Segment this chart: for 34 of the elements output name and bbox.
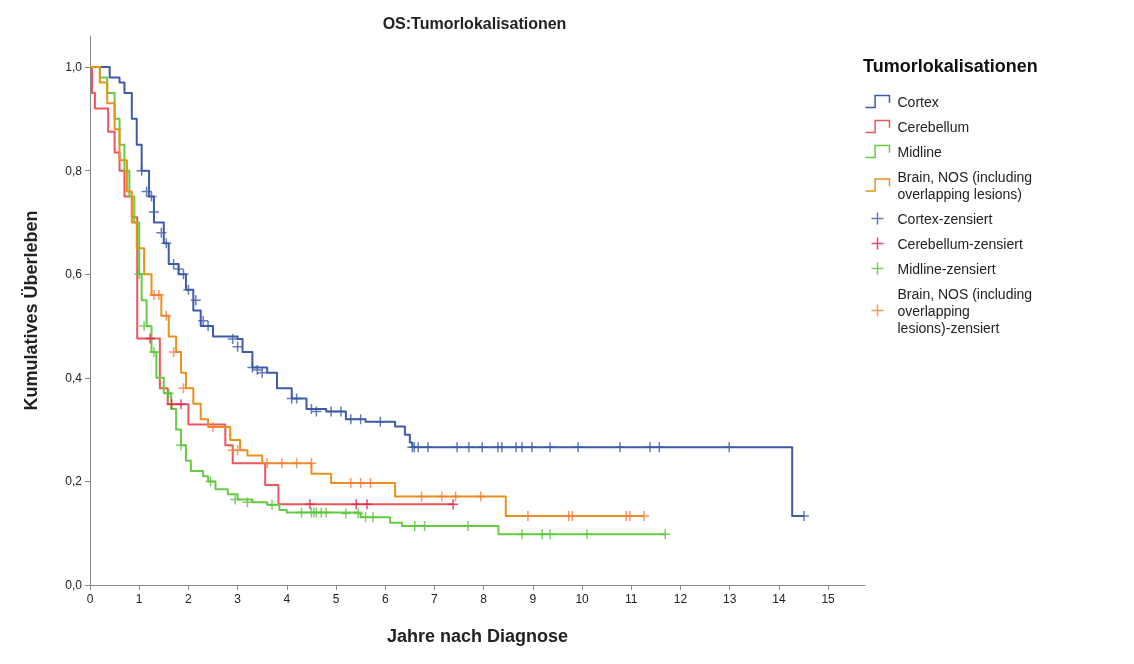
x-tick-label: 4 (283, 592, 291, 606)
chart-title: OS:Tumorlokalisationen (382, 14, 567, 32)
x-tick-label: 3 (234, 592, 242, 606)
y-axis-title: Kumulatives Überleben (21, 210, 41, 411)
x-axis-title: Jahre nach Diagnose (386, 626, 569, 646)
legend-label: Midline (897, 143, 943, 160)
y-tick-label: 0,4 (65, 370, 83, 385)
x-tick-label: 11 (625, 592, 638, 606)
y-tick-label: 1,0 (65, 60, 83, 75)
legend-label: Brain, NOS (including overlapping lesions)-zensiert (897, 285, 1037, 336)
x-tick-label: 12 (673, 592, 688, 606)
x-tick-label: 13 (723, 592, 737, 606)
x-tick-label: 8 (480, 592, 488, 606)
x-tick-label: 14 (772, 592, 786, 606)
y-tick-label: 0,6 (65, 267, 83, 282)
legend-label: Cerebellum (897, 118, 970, 135)
legend-label: Cortex (897, 93, 939, 110)
x-tick-label: 6 (381, 592, 389, 606)
legend-title: Tumorlokalisationen (863, 56, 1038, 76)
legend-label: Midline-zensiert (897, 260, 996, 277)
legend-label: Brain, NOS (including overlapping lesions) (897, 168, 1037, 202)
y-tick-label: 0,0 (65, 578, 83, 592)
y-tick-label: 0,2 (65, 474, 83, 489)
x-tick-label: 2 (185, 592, 193, 606)
x-tick-label: 5 (332, 592, 340, 606)
x-tick-label: 10 (575, 592, 590, 606)
x-tick-label: 0 (86, 592, 94, 606)
x-tick-label: 1 (135, 592, 143, 606)
x-tick-label: 7 (431, 592, 439, 606)
x-tick-label: 15 (821, 592, 836, 606)
legend-label: Cortex-zensiert (897, 210, 993, 227)
legend-label: Cerebellum-zensiert (897, 235, 1023, 252)
y-tick-label: 0,8 (65, 163, 83, 178)
x-tick-label: 9 (529, 592, 537, 606)
